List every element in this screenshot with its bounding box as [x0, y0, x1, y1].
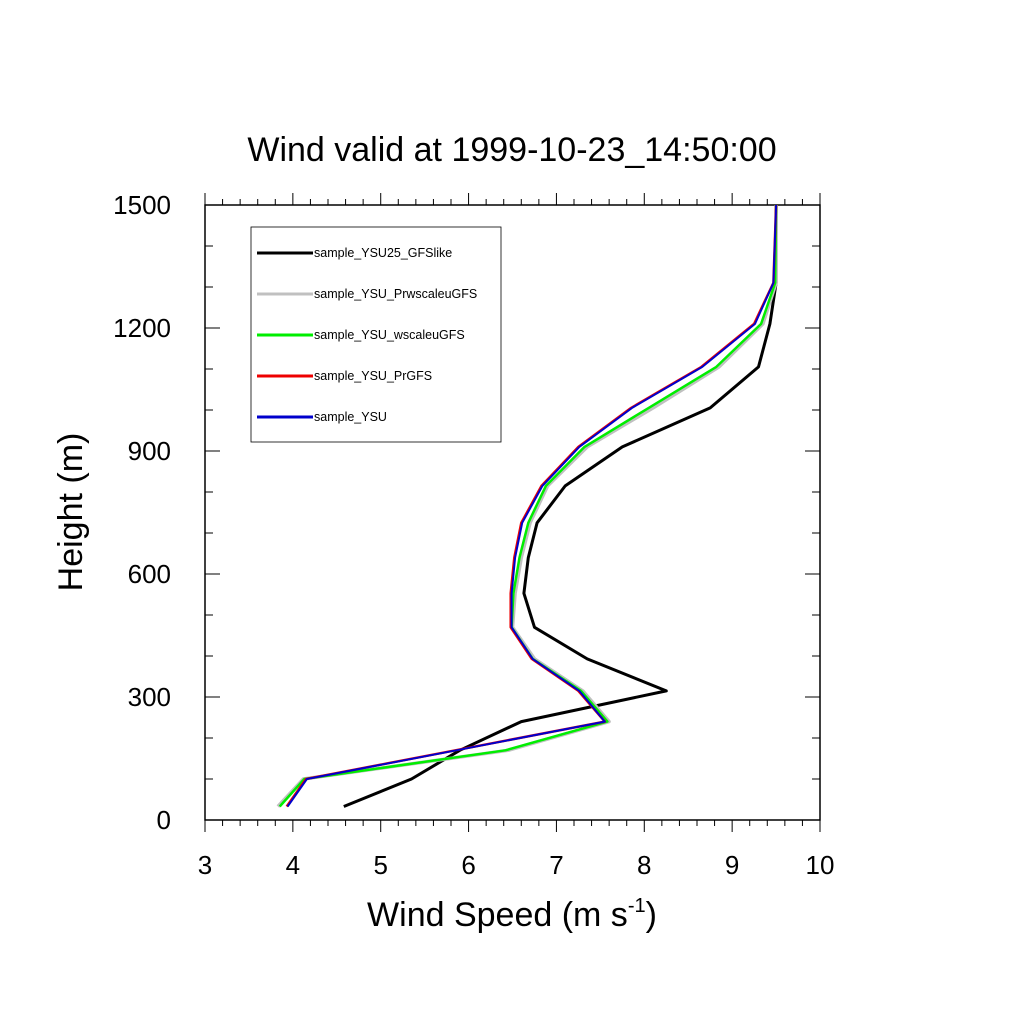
legend-label: sample_YSU25_GFSlike: [314, 246, 452, 260]
x-axis-label: Wind Speed (m s-1): [367, 895, 657, 934]
y-tick-label: 600: [128, 559, 171, 589]
x-axis-label-exponent: -1: [628, 895, 646, 917]
chart-title: Wind valid at 1999-10-23_14:50:00: [247, 131, 776, 169]
y-tick-label: 1500: [113, 190, 171, 220]
x-tick-label: 3: [198, 850, 212, 880]
y-tick-labels: 0 300 600 900 1200 1500: [113, 190, 171, 835]
tick-marks: [204, 193, 821, 832]
y-tick-label: 0: [157, 805, 171, 835]
x-tick-label: 10: [806, 850, 835, 880]
series-line-sample_YSU25_GFSlike: [343, 205, 778, 808]
series-line-sample_YSU_wscaleuGFS: [278, 204, 778, 808]
legend-label: sample_YSU_wscaleuGFS: [314, 328, 465, 342]
x-tick-label: 4: [286, 850, 300, 880]
series-lines: [276, 204, 778, 808]
x-axis-label-main: Wind Speed (m s: [367, 896, 628, 934]
plot-area: sample_YSU25_GFSlike sample_YSU_Prwscaleu…: [204, 193, 821, 832]
x-tick-label: 9: [725, 850, 739, 880]
x-tick-label: 6: [461, 850, 475, 880]
series-line-sample_YSU: [286, 204, 778, 808]
x-tick-label: 7: [549, 850, 563, 880]
legend-label: sample_YSU_PrGFS: [314, 369, 432, 383]
legend-label: sample_YSU_PrwscaleuGFS: [314, 287, 477, 301]
x-tick-label: 8: [637, 850, 651, 880]
y-tick-label: 900: [128, 436, 171, 466]
legend-label: sample_YSU: [314, 410, 387, 424]
y-axis-label: Height (m): [52, 433, 90, 592]
legend: sample_YSU25_GFSlike sample_YSU_Prwscaleu…: [250, 226, 502, 443]
x-axis-label-close: ): [646, 896, 657, 934]
y-tick-label: 1200: [113, 313, 171, 343]
y-tick-label: 300: [128, 682, 171, 712]
x-tick-labels: 3 4 5 6 7 8 9 10: [198, 850, 835, 880]
plot-frame: [204, 204, 821, 821]
x-tick-label: 5: [373, 850, 387, 880]
